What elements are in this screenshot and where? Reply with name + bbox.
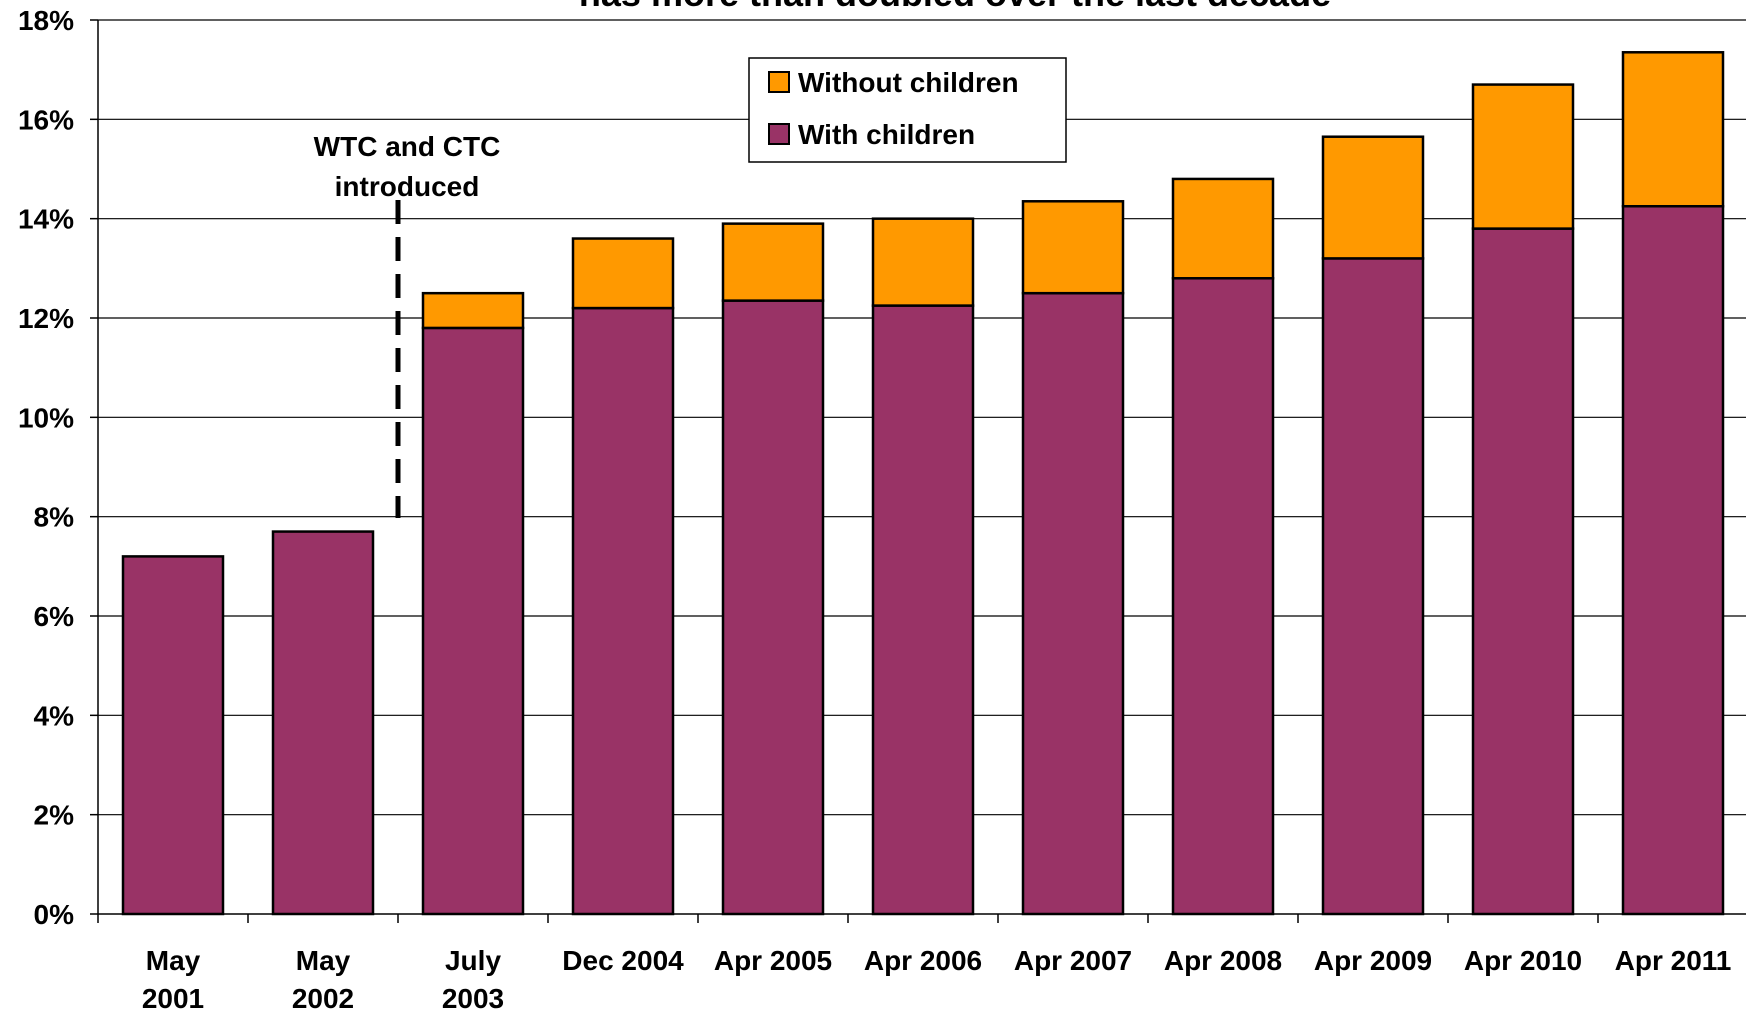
x-tick-label: Apr 2005 [714,945,832,976]
bar-with-children [1023,293,1123,914]
bar-with-children [723,301,823,914]
y-tick-labels: 0% 2% 4% 6% 8% 10% 12% 14% 16% 18% [18,5,74,930]
x-tick-labels: May 2001 May 2002 July 2003 Dec 2004 Apr 2005 Ap… [142,945,1732,1014]
bar-without-children [1173,179,1273,278]
x-tick-label: May 2001 [142,945,204,1014]
y-tick-label: 8% [34,502,75,533]
bar-with-children [873,306,973,914]
bar-without-children [1323,137,1423,259]
legend-swatch [769,124,789,144]
bar-without-children [1473,85,1573,229]
x-tick-label: Dec 2004 [562,945,684,976]
bar-with-children [123,556,223,914]
x-tick-label: Apr 2009 [1314,945,1432,976]
x-tick-label: Apr 2010 [1464,945,1582,976]
bar-without-children [573,239,673,309]
bar-without-children [873,219,973,306]
bar-with-children [1473,229,1573,914]
y-tick-label: 4% [34,700,75,731]
bar-without-children [723,224,823,301]
y-tick-label: 0% [34,899,75,930]
bar-with-children [1623,206,1723,914]
x-tick-label: Apr 2008 [1164,945,1282,976]
x-tick-label: Apr 2011 [1615,945,1732,976]
y-tick-label: 2% [34,800,75,831]
y-tick-label: 10% [18,402,74,433]
legend: Without children With children [749,58,1066,162]
bar-with-children [423,328,523,914]
legend-swatch [769,72,789,92]
bar-without-children [423,293,523,328]
legend-label: With children [798,119,975,150]
bar-with-children [573,308,673,914]
y-tick-label: 16% [18,104,74,135]
y-tick-label: 14% [18,204,74,235]
y-tick-label: 12% [18,303,74,334]
policy-annotation-text: WTC and CTC introduced [314,131,501,202]
chart-title: has more than doubled over the last deca… [579,0,1331,14]
bar-without-children [1623,52,1723,206]
x-tick-label: Apr 2006 [864,945,982,976]
x-tick-label: Apr 2007 [1014,945,1132,976]
bar-without-children [1023,201,1123,293]
y-tick-label: 18% [18,5,74,36]
bar-with-children [1323,258,1423,914]
x-tick-label: May 2002 [292,945,354,1014]
bar-with-children [1173,278,1273,914]
x-tick-label: July 2003 [442,945,504,1014]
bar-with-children [273,532,373,914]
legend-label: Without children [798,67,1019,98]
y-tick-label: 6% [34,601,75,632]
